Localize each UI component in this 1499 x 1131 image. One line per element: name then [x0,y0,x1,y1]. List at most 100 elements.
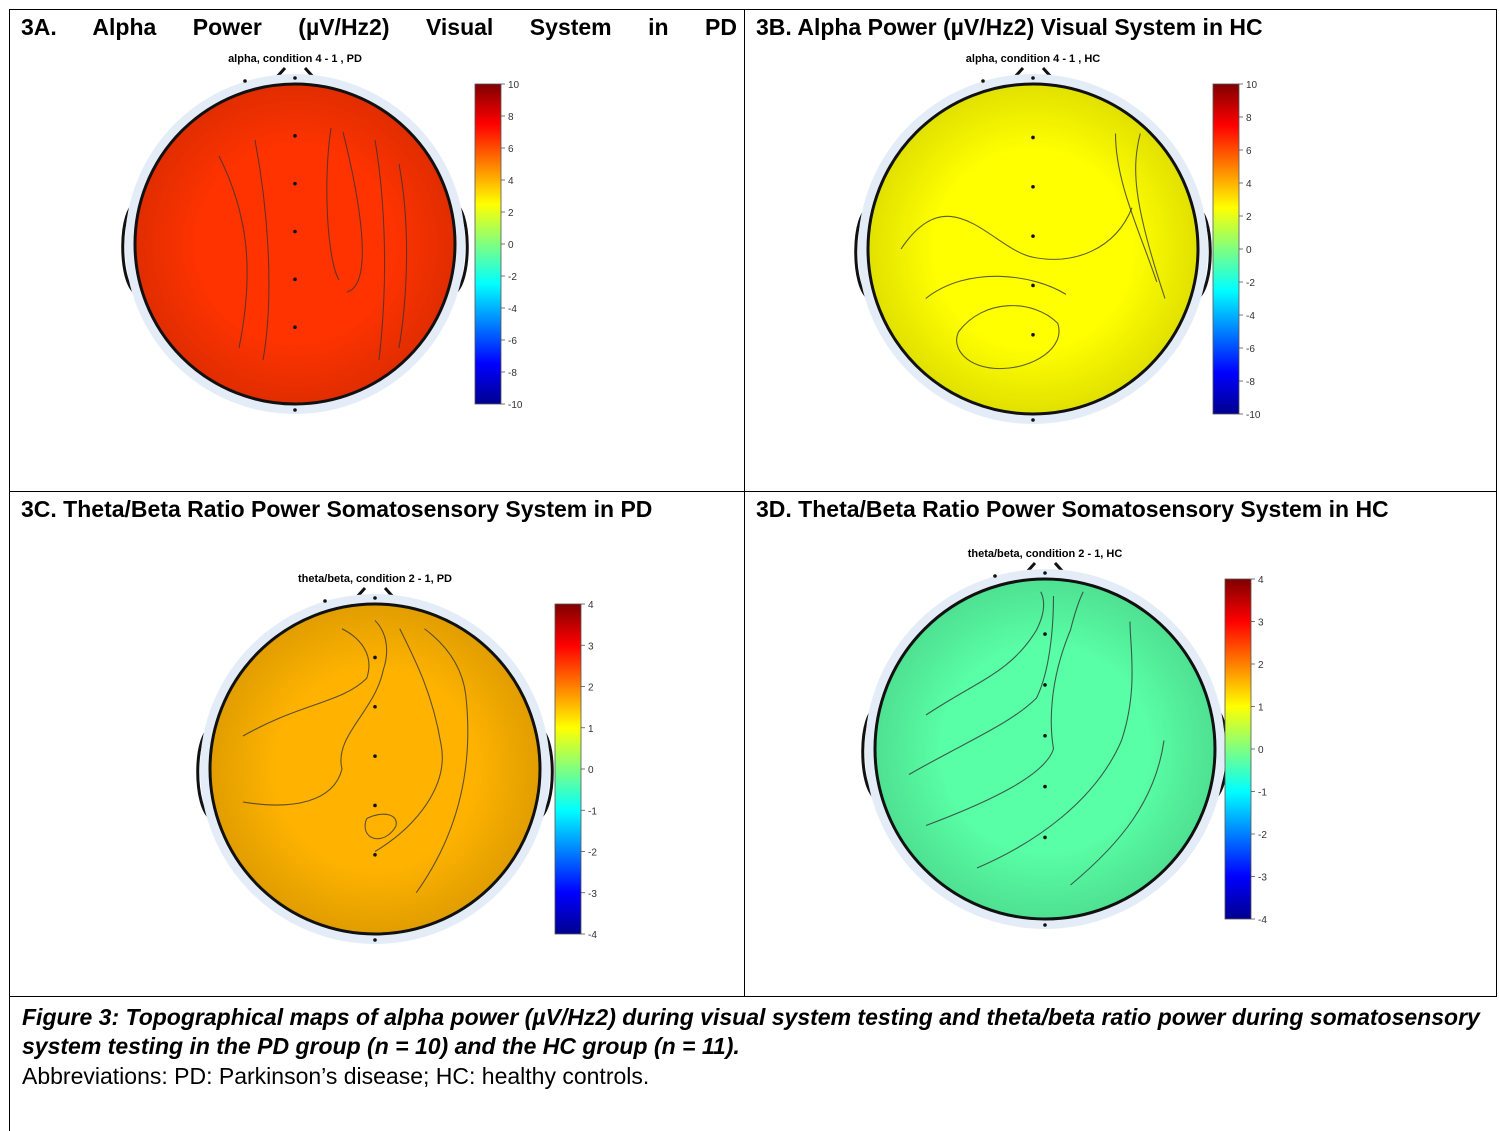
contour-lines [908,591,1165,886]
colorbar-tick-label: 4 [1258,575,1264,586]
panel-title: 3A. Alpha Power (µV/Hz2) Visual System i… [21,14,737,40]
electrode-dot [1031,418,1035,422]
head-outline [208,602,542,936]
electrode-dot [373,938,377,942]
colorbar-tick-label: -8 [1246,377,1255,388]
colorbar-tick-label: 0 [1246,245,1252,256]
colorbar-tick-label: -2 [508,272,517,283]
colorbar-tick-label: 0 [1258,745,1264,756]
caption-abbreviations: Abbreviations: PD: Parkinson’s disease; … [22,1063,650,1089]
electrode-dot [1043,835,1047,840]
colorbar-tick-label: -2 [1258,830,1267,841]
panel-3a: 3A. Alpha Power (µV/Hz2) Visual System i… [10,10,745,492]
colorbar-tick-label: 4 [1246,179,1252,190]
head-shading [210,604,540,934]
electrode-dot [1043,632,1047,636]
colorbar-tick-label: 0 [588,765,594,776]
contour-lines [242,620,469,894]
electrode-dot [1043,571,1047,575]
colorbar-tick-label: -6 [508,336,517,347]
electrode-dot [293,134,297,138]
electrode-dot [373,596,377,600]
panel-3d: 3D. Theta/Beta Ratio Power Somatosensory… [745,492,1496,996]
electrode-dot [243,79,247,83]
colorbar-tick-label: 6 [508,144,514,155]
electrode-dot [293,229,297,234]
contour-lines [218,127,408,361]
topoplot-3d: theta/beta, condition 2 - 1, HC 4 3 2 1 0 -1 -2… [861,548,1267,929]
colorbar-tick-label: -4 [1246,311,1255,322]
head-outline [133,82,457,406]
contour-line [1114,133,1158,283]
colorbar-tick-label: 2 [1258,660,1264,671]
colorbar-tick-label: 3 [1258,618,1264,629]
colorbar-tick-label: -1 [1258,788,1267,799]
contour-line [254,139,270,361]
contour-line [415,628,469,894]
topoplot-3a: alpha, condition 4 - 1 , PD 10 8 6 4 2 0 -2 -4 -6… [121,53,523,414]
electrode-dot [373,853,377,857]
colorbar-tick-label: 3 [588,641,594,652]
colorbar [1212,83,1240,415]
colorbar-tick-label: 2 [508,208,514,219]
electrode-dot [373,803,377,808]
colorbar-tick-label: -4 [588,930,597,941]
electrode-dot [373,655,377,660]
contour-line [925,591,1084,827]
figure-caption: Figure 3: Topographical maps of alpha po… [9,997,1497,1131]
colorbar [554,603,582,935]
colorbar-tick-label: -6 [1246,344,1255,355]
electrode-dot [1031,283,1035,288]
colorbar-tick-label: 4 [588,600,594,611]
colorbar-tick-label: -1 [588,806,597,817]
head-shading [135,84,455,404]
map-title: alpha, condition 4 - 1 , HC [966,53,1101,65]
electrode-dot [1043,784,1047,789]
contour-line [374,628,443,852]
electrode-dot [293,408,297,412]
electrode-dot [1031,76,1035,80]
contour-line [976,621,1133,869]
electrode-dot [293,76,297,80]
electrode-dot [1031,135,1035,140]
head-shading [875,579,1215,919]
contour-lines [900,133,1166,370]
electrode-dot [993,574,997,578]
electrode-dot [1043,923,1047,927]
contour-line [956,305,1060,370]
contour-line [342,131,363,293]
map-title: theta/beta, condition 2 - 1, HC [968,548,1123,560]
head-shading [868,84,1198,414]
colorbar-tick-label: 0 [508,240,514,251]
colorbar-tick-label: 8 [508,112,514,123]
colorbar-tick-label: -4 [508,304,517,315]
colorbar-tick-label: -3 [588,889,597,900]
electrode-dot [293,325,297,330]
electrode-dot [981,79,985,83]
head-outline [866,82,1200,416]
colorbar-tick-label: -2 [588,848,597,859]
electrode-dot [293,277,297,282]
caption-title: Figure 3: Topographical maps of alpha po… [22,1004,1480,1059]
colorbar-tick-label: 1 [1258,703,1264,714]
electrode-dot [1031,184,1035,189]
contour-line [1135,133,1166,299]
colorbar-tick-label: 4 [508,176,514,187]
colorbar [1224,578,1252,920]
contour-line [374,139,386,361]
contour-line [398,163,408,349]
contour-line [925,591,1045,716]
electrode-dot [373,704,377,709]
contour-line [900,207,1133,260]
electrode-dot [1043,733,1047,738]
contour-line [364,813,397,840]
colorbar-tick-label: -10 [1246,410,1261,421]
electrode-dot [1031,333,1035,337]
colorbar-tick-label: 10 [508,80,520,91]
colorbar-tick-label: 1 [588,724,594,735]
colorbar-tick-label: -10 [508,400,523,411]
colorbar [474,83,502,405]
contour-line [925,275,1067,299]
contour-line [326,127,340,281]
topoplot-3c: theta/beta, condition 2 - 1, PD 4 3 2 1 0 -1 -2… [196,573,597,944]
